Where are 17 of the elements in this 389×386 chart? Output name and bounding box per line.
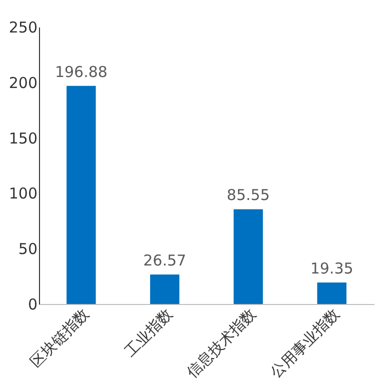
bar: [234, 209, 263, 304]
y-tick-label: 0: [28, 296, 38, 314]
data-label: 196.88: [54, 62, 108, 81]
x-tick-label: 工业指数: [120, 305, 176, 360]
bar: [150, 274, 180, 304]
y-tick-label: 150: [8, 129, 38, 148]
data-label: 26.57: [143, 252, 186, 270]
y-tick-label: 200: [8, 74, 38, 92]
x-tick-label: 信息技术指数: [183, 305, 260, 382]
x-tick-label: 公用事业指数: [266, 305, 344, 382]
y-tick-label: 100: [8, 184, 38, 203]
y-tick-label: 50: [18, 240, 38, 258]
bar: [317, 282, 346, 304]
data-label: 85.55: [226, 186, 270, 204]
bar: [66, 86, 96, 304]
data-label: 19.35: [310, 260, 354, 278]
y-tick-label: 250: [8, 18, 38, 36]
